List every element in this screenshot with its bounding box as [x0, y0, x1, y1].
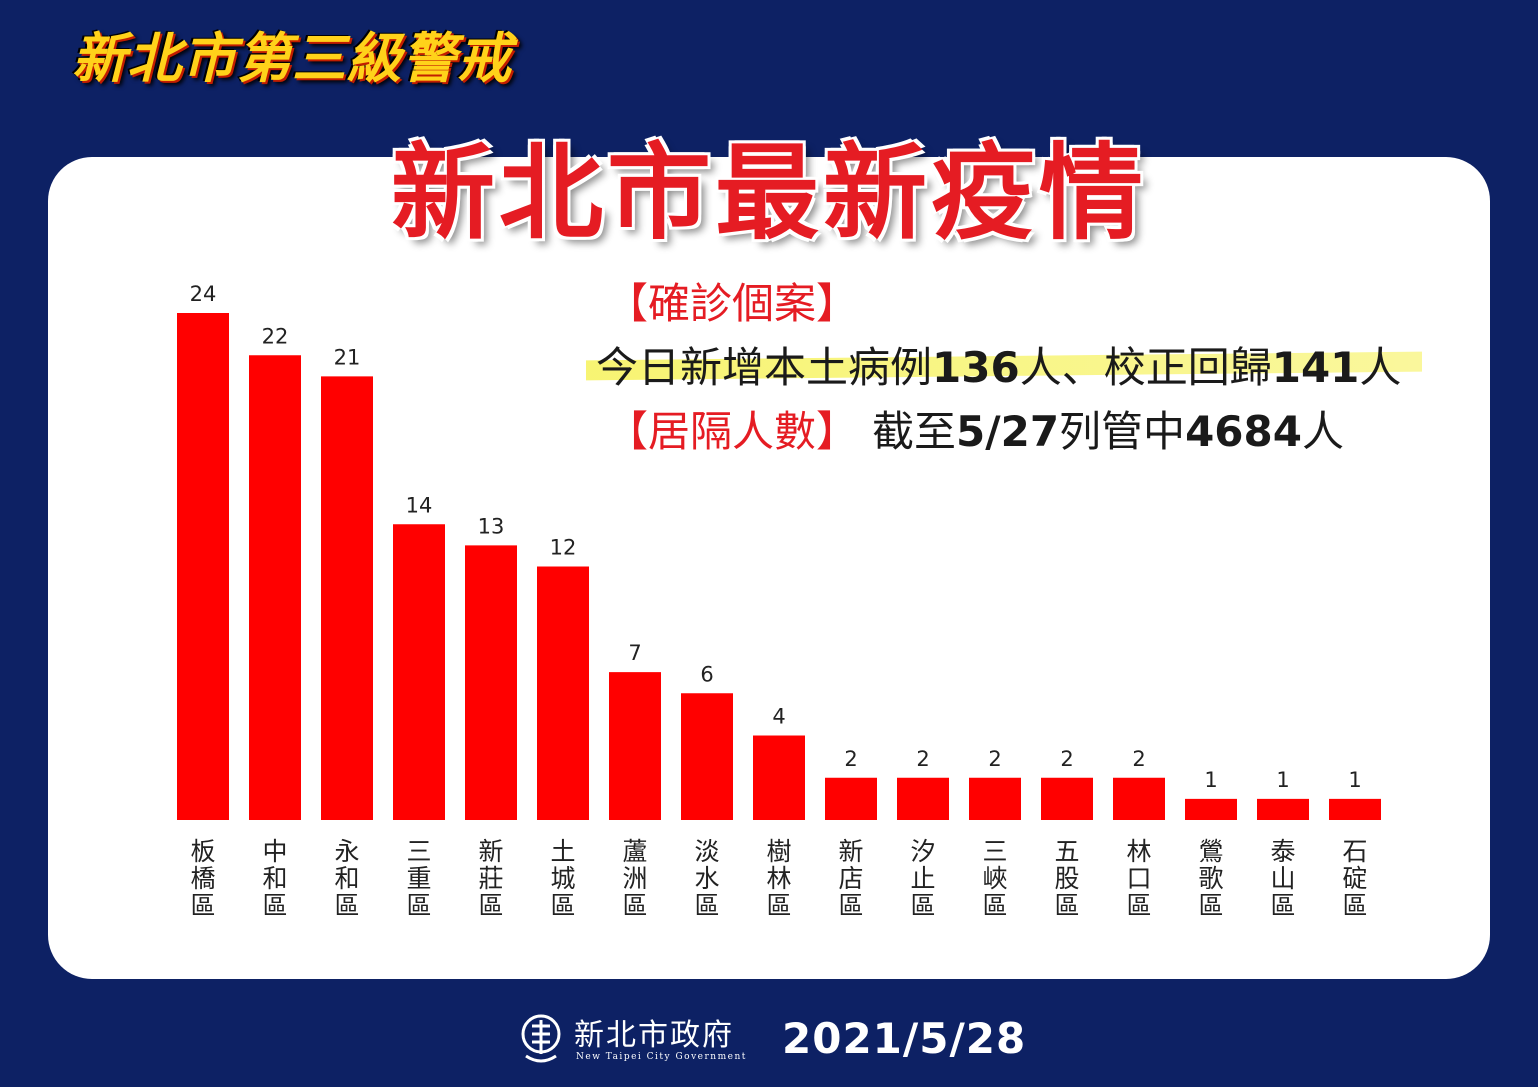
category-label: 淡水區: [694, 837, 719, 920]
bar-中和區: [249, 355, 301, 820]
data-label: 21: [334, 345, 361, 369]
bar-土城區: [537, 566, 589, 820]
data-label: 2: [844, 747, 857, 771]
data-label: 1: [1348, 768, 1361, 792]
bar-五股區: [1041, 777, 1093, 820]
category-label: 樹林區: [766, 837, 791, 920]
category-label: 五股區: [1054, 837, 1079, 920]
category-label: 石碇區: [1342, 837, 1367, 920]
alert-level-banner: 新北市第三級警戒: [72, 27, 512, 90]
bar-樹林區: [753, 735, 805, 820]
category-label: 三峽區: [982, 837, 1007, 920]
data-label: 14: [406, 493, 433, 517]
data-label: 2: [988, 747, 1001, 771]
bar-鶯歌區: [1185, 798, 1237, 820]
bar-新莊區: [465, 545, 517, 820]
new-taipei-city-logo-icon: [521, 1014, 561, 1063]
bar-淡水區: [681, 693, 733, 820]
bar-永和區: [321, 376, 373, 820]
bar-石碇區: [1329, 798, 1381, 820]
data-label: 24: [190, 282, 217, 306]
category-label: 板橋區: [190, 837, 215, 920]
report-date: 2021/5/28: [782, 1014, 1027, 1063]
data-label: 6: [700, 662, 713, 686]
data-label: 2: [916, 747, 929, 771]
category-label: 土城區: [550, 837, 575, 920]
org-name: 新北市政府: [574, 1018, 734, 1053]
category-label: 泰山區: [1270, 837, 1295, 920]
data-label: 1: [1204, 768, 1217, 792]
category-label: 汐止區: [910, 837, 935, 920]
bar-三重區: [393, 524, 445, 820]
bar-泰山區: [1257, 798, 1309, 820]
category-label: 永和區: [334, 837, 359, 920]
bar-蘆洲區: [609, 672, 661, 820]
data-label: 4: [772, 705, 785, 729]
category-label: 蘆洲區: [622, 837, 647, 920]
category-label: 新店區: [838, 837, 863, 920]
data-label: 13: [478, 514, 505, 538]
category-label: 中和區: [262, 837, 287, 920]
category-label: 三重區: [406, 837, 431, 920]
category-label: 新莊區: [478, 837, 503, 920]
data-label: 12: [550, 536, 577, 560]
bar-林口區: [1113, 777, 1165, 820]
bar-三峽區: [969, 777, 1021, 820]
data-label: 7: [628, 641, 641, 665]
data-label: 1: [1276, 768, 1289, 792]
data-label: 22: [262, 324, 289, 348]
category-label: 林口區: [1126, 837, 1151, 920]
category-label: 鶯歌區: [1198, 837, 1223, 920]
bar-新店區: [825, 777, 877, 820]
org-name-en: New Taipei City Government: [576, 1052, 747, 1062]
page-title: 新北市最新疫情: [390, 132, 1147, 254]
data-label: 2: [1132, 747, 1145, 771]
bar-板橋區: [177, 313, 229, 820]
bar-汐止區: [897, 777, 949, 820]
data-label: 2: [1060, 747, 1073, 771]
